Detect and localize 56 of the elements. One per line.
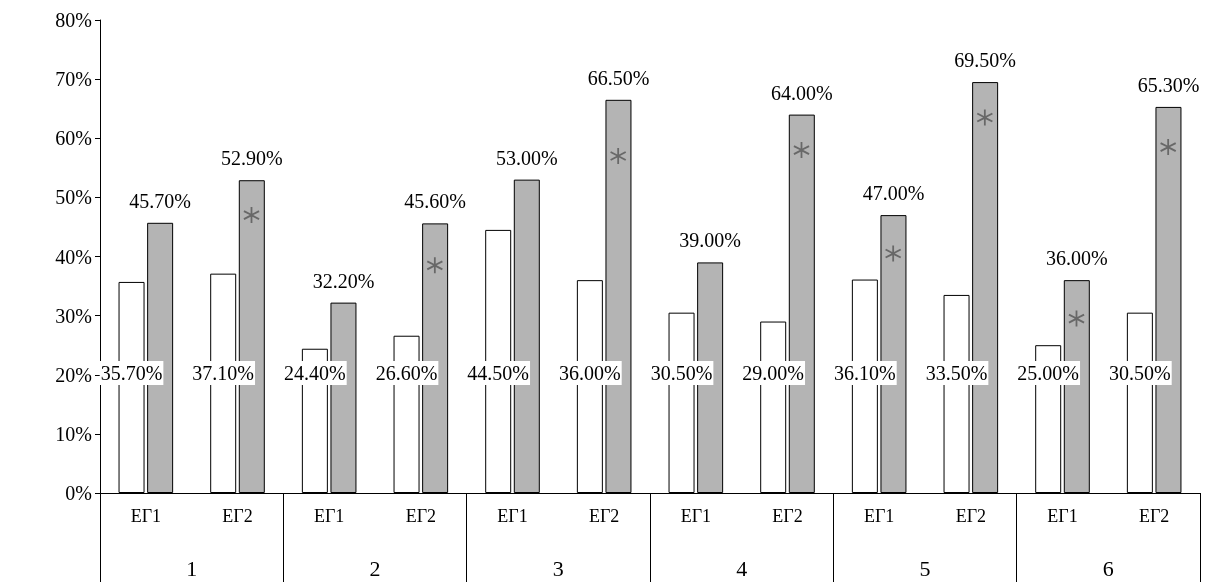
point — [1160, 139, 1177, 156]
text: 4 — [736, 555, 748, 581]
data-label: 32.20% — [312, 269, 375, 292]
y-tick-label: 20% — [55, 363, 92, 386]
x-tick-label: ΕΓ2 — [955, 506, 987, 526]
data-label: 52.90% — [220, 147, 283, 170]
data-label: 29.00% — [742, 362, 805, 384]
data-label: 53.00% — [495, 146, 558, 169]
point — [610, 147, 627, 164]
data-label: 33.50% — [925, 362, 988, 384]
y-tick-label: 70% — [55, 68, 92, 91]
text: 2 — [369, 555, 381, 581]
data-label: 64.00% — [770, 81, 833, 104]
x-tick-label: ΕΓ2 — [772, 506, 803, 526]
data-label: 45.60% — [404, 190, 466, 213]
x-tick-label: ΕΓ2 — [405, 506, 437, 526]
data-label: 39.00% — [679, 229, 741, 252]
x-tick-label: ΕΓ1 — [1047, 506, 1078, 526]
text: 5 — [919, 555, 931, 581]
data-label: 26.60% — [375, 362, 438, 384]
data-label: 36.10% — [834, 362, 896, 384]
x-tick-label: ΕΓ1 — [313, 506, 345, 526]
data-label: 35.70% — [100, 362, 163, 384]
data-label: 69.50% — [954, 49, 1016, 72]
data-label: 25.00% — [1017, 362, 1080, 384]
y-tick-label: 40% — [55, 245, 92, 268]
data-label: 30.50% — [1109, 362, 1171, 384]
point — [976, 109, 993, 126]
data-label: 37.10% — [192, 362, 255, 384]
x-tick-label: ΕΓ2 — [1138, 506, 1170, 526]
y-tick-label: 30% — [55, 304, 92, 327]
data-label: 44.50% — [467, 362, 530, 384]
data-label: 36.00% — [1045, 247, 1108, 270]
x-tick-label: ΕΓ2 — [222, 506, 253, 526]
text: 6 — [1102, 555, 1114, 581]
data-label: 24.40% — [284, 362, 346, 384]
point — [426, 257, 443, 274]
data-label: 30.50% — [650, 362, 713, 384]
data-label: 65.30% — [1137, 73, 1200, 96]
x-tick-label: ΕΓ1 — [130, 506, 162, 526]
text: 3 — [552, 555, 564, 581]
y-tick-label: 80% — [55, 9, 92, 31]
data-label: 36.00% — [559, 362, 621, 384]
data-label: 47.00% — [862, 182, 925, 205]
data-label: 66.50% — [587, 66, 650, 89]
point — [885, 245, 902, 262]
y-tick-label: 0% — [65, 482, 92, 504]
text: 1 — [186, 555, 198, 581]
y-tick-label: 60% — [55, 127, 92, 150]
x-tick-label: ΕΓ2 — [588, 506, 620, 526]
y-tick-label: 50% — [55, 186, 92, 209]
x-tick-label: ΕΓ1 — [680, 506, 712, 526]
data-label: 45.70% — [129, 189, 191, 212]
x-tick-label: ΕΓ1 — [863, 506, 895, 526]
x-tick-label: ΕΓ1 — [497, 506, 528, 526]
y-tick-label: 10% — [55, 422, 92, 445]
